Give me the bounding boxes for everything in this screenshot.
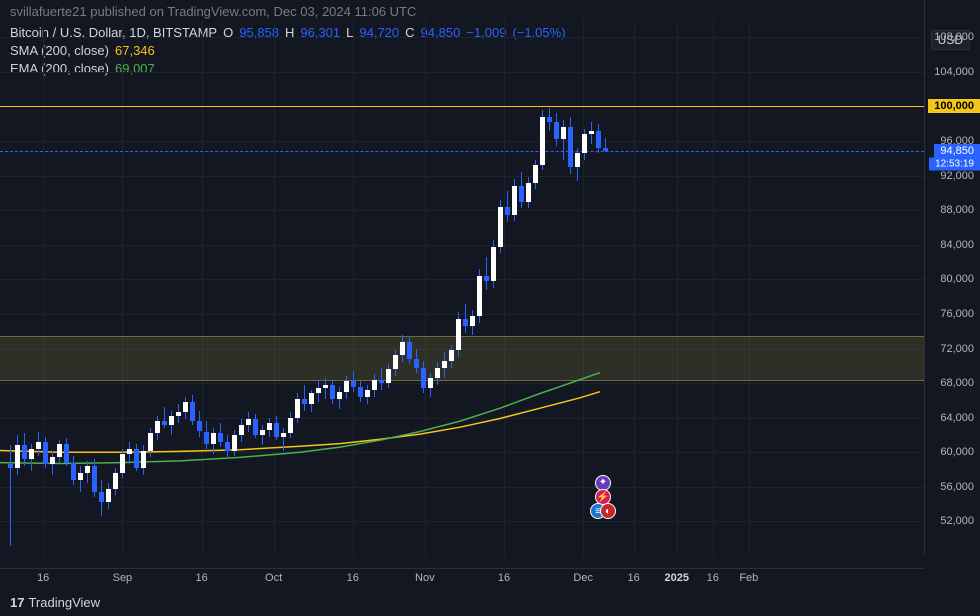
- x-tick-label: Feb: [739, 572, 758, 584]
- y-tick-label: 92,000: [940, 170, 974, 182]
- x-tick-label: Dec: [573, 572, 593, 584]
- resistance-price-tag: 100,000: [928, 99, 980, 113]
- y-tick-label: 64,000: [940, 412, 974, 424]
- time-axis[interactable]: 16 Sep 16 Oct 16 Nov 16 Dec 16 2025 16 Feb: [0, 568, 924, 588]
- x-tick-label: 16: [37, 572, 49, 584]
- x-tick-label: Oct: [265, 572, 282, 584]
- publish-header: svillafuerte21 published on TradingView.…: [10, 4, 416, 19]
- chart-pane[interactable]: ✦⚡≡◐: [0, 20, 924, 556]
- x-tick-label: Sep: [113, 572, 133, 584]
- tradingview-logo-icon: 17: [10, 595, 24, 610]
- x-tick-label: 16: [195, 572, 207, 584]
- footer-brand[interactable]: 17 TradingView: [10, 595, 100, 610]
- y-tick-label: 52,000: [940, 515, 974, 527]
- price-axis[interactable]: 52,000 56,000 60,000 64,000 68,000 72,000 76,0…: [924, 0, 980, 556]
- ema-line[interactable]: [0, 373, 600, 464]
- y-tick-label: 76,000: [940, 308, 974, 320]
- y-tick-label: 56,000: [940, 481, 974, 493]
- x-tick-label: Nov: [415, 572, 435, 584]
- brand-text: TradingView: [28, 595, 100, 610]
- x-tick-label: 16: [627, 572, 639, 584]
- y-tick-label: 60,000: [940, 446, 974, 458]
- x-tick-label: 16: [347, 572, 359, 584]
- y-tick-label: 84,000: [940, 239, 974, 251]
- event-icon[interactable]: ◐: [600, 503, 616, 519]
- y-tick-label: 108,000: [934, 31, 974, 43]
- y-tick-label: 68,000: [940, 377, 974, 389]
- x-tick-label: 16: [707, 572, 719, 584]
- y-tick-label: 88,000: [940, 204, 974, 216]
- y-tick-label: 72,000: [940, 343, 974, 355]
- x-tick-label: 16: [498, 572, 510, 584]
- x-tick-label: 2025: [665, 572, 689, 584]
- ma-overlay: [0, 20, 924, 556]
- event-icon[interactable]: ✦: [595, 475, 611, 491]
- current-price-tag: 94,850: [934, 144, 980, 158]
- y-tick-label: 104,000: [934, 66, 974, 78]
- sma-line[interactable]: [0, 392, 600, 453]
- y-tick-label: 80,000: [940, 273, 974, 285]
- countdown-tag: 12:53:19: [929, 157, 980, 170]
